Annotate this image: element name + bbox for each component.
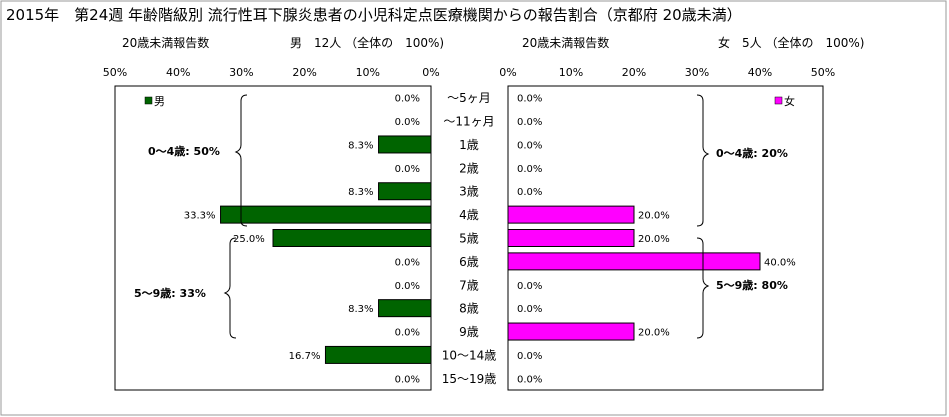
male-data-label: 0.0%: [395, 94, 420, 105]
female-data-label: 20.0%: [638, 328, 670, 339]
male-legend-label: 男: [154, 95, 165, 108]
female-data-label: 0.0%: [517, 304, 542, 315]
category-label: ～11ヶ月: [443, 115, 494, 129]
female-legend-label: 女: [784, 94, 795, 108]
category-label: 6歳: [459, 255, 479, 269]
male-data-label: 0.0%: [395, 117, 420, 128]
female-data-label: 0.0%: [517, 187, 542, 198]
female-data-label: 0.0%: [517, 281, 542, 292]
female-data-label: 40.0%: [764, 257, 796, 268]
female-data-label: 0.0%: [517, 374, 542, 385]
male-bar: [220, 205, 432, 224]
female-group-label-0-4: 0～4歳: 20%: [716, 146, 788, 160]
female-data-label: 0.0%: [517, 94, 542, 105]
category-label: 15～19歳: [442, 372, 497, 386]
male-data-label: 25.0%: [233, 234, 265, 245]
male-group-label-0-4: 0～4歳: 50%: [148, 144, 220, 158]
category-label: 3歳: [459, 185, 479, 199]
category-label: 8歳: [459, 302, 479, 316]
male-data-label: 8.3%: [348, 304, 373, 315]
male-data-label: 33.3%: [184, 211, 216, 222]
male-group-label-5-9: 5～9歳: 33%: [134, 286, 206, 300]
male-data-label: 0.0%: [395, 374, 420, 385]
male-x-tick-label: 50%: [103, 66, 127, 79]
category-label: 5歳: [459, 232, 479, 246]
female-bar: [507, 322, 635, 341]
female-x-tick-label: 20%: [622, 66, 646, 79]
chart-title: 2015年 第24週 年齢階級別 流行性耳下腺炎患者の小児科定点医療機関からの報…: [6, 6, 742, 24]
male-summary: 男 12人 （全体の 100%): [290, 36, 445, 50]
female-data-label: 0.0%: [517, 117, 542, 128]
female-bar: [507, 252, 761, 271]
female-x-tick-label: 10%: [559, 66, 583, 79]
female-legend-swatch: [774, 96, 783, 105]
male-data-label: 0.0%: [395, 281, 420, 292]
male-data-label: 0.0%: [395, 328, 420, 339]
male-x-tick-label: 20%: [292, 66, 316, 79]
female-data-label: 0.0%: [517, 164, 542, 175]
female-bracket-0-4: [696, 94, 710, 227]
female-group-label-5-9: 5～9歳: 80%: [716, 278, 788, 292]
male-x-tick-label: 40%: [166, 66, 190, 79]
female-x-tick-label: 0%: [499, 66, 516, 79]
female-x-tick-label: 40%: [748, 66, 772, 79]
female-count-label: 20歳未満報告数: [522, 36, 610, 50]
category-label: ～5ヶ月: [447, 91, 491, 105]
male-x-tick-label: 30%: [229, 66, 253, 79]
female-bar: [507, 205, 635, 224]
category-label: 9歳: [459, 325, 479, 339]
female-x-tick-label: 50%: [811, 66, 835, 79]
male-data-label: 8.3%: [348, 140, 373, 151]
female-summary: 女 5人 （全体の 100%): [718, 36, 865, 50]
male-bar: [324, 345, 432, 364]
male-data-label: 0.0%: [395, 257, 420, 268]
category-label: 1歳: [459, 138, 479, 152]
category-label: 2歳: [459, 161, 479, 175]
male-x-tick-label: 10%: [356, 66, 380, 79]
male-data-label: 0.0%: [395, 164, 420, 175]
category-label: 4歳: [459, 208, 479, 222]
female-data-label: 20.0%: [638, 234, 670, 245]
female-data-label: 0.0%: [517, 140, 542, 151]
male-x-tick-label: 0%: [422, 66, 439, 79]
male-bar: [272, 229, 432, 247]
male-count-label: 20歳未満報告数: [122, 36, 210, 50]
male-bracket-0-4: [234, 94, 248, 227]
female-bar: [507, 229, 635, 247]
male-data-label: 8.3%: [348, 187, 373, 198]
female-x-tick-label: 30%: [685, 66, 709, 79]
female-data-label: 20.0%: [638, 211, 670, 222]
male-bar: [378, 182, 432, 201]
female-data-label: 0.0%: [517, 351, 542, 362]
male-bracket-5-9: [223, 237, 237, 339]
female-bracket-5-9: [696, 237, 710, 339]
category-label: 10～14歳: [442, 348, 497, 362]
male-bar: [378, 135, 432, 154]
category-label: 7歳: [459, 278, 479, 292]
male-data-label: 16.7%: [289, 351, 321, 362]
male-legend-swatch: [144, 96, 153, 105]
male-bar: [378, 299, 432, 318]
